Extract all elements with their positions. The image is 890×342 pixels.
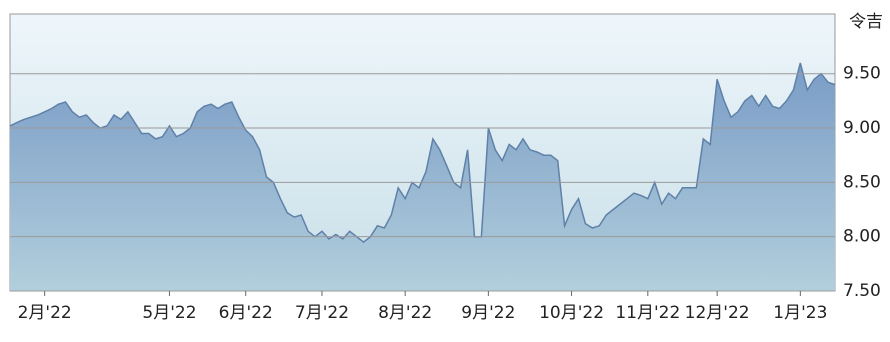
unit-title: 令吉 <box>849 12 883 32</box>
x-tick-label: 7月'22 <box>295 303 349 323</box>
y-tick-label: 8.00 <box>843 227 881 247</box>
y-tick-label: 7.50 <box>843 281 881 301</box>
x-tick-label: 6月'22 <box>219 303 273 323</box>
y-tick-label: 8.50 <box>843 172 881 192</box>
x-tick-label: 11月'22 <box>615 303 680 323</box>
x-tick-label: 9月'22 <box>461 303 515 323</box>
x-tick-label: 5月'22 <box>142 303 196 323</box>
x-tick-label: 8月'22 <box>378 303 432 323</box>
x-tick-label: 10月'22 <box>539 303 604 323</box>
x-tick-label: 1月'23 <box>773 303 827 323</box>
area <box>10 62 835 292</box>
x-tick-label: 12月'22 <box>685 303 750 323</box>
x-tick-label: 2月'22 <box>18 303 72 323</box>
y-tick-label: 9.50 <box>843 64 881 84</box>
y-tick-label: 9.00 <box>843 118 881 138</box>
line <box>9 62 836 244</box>
